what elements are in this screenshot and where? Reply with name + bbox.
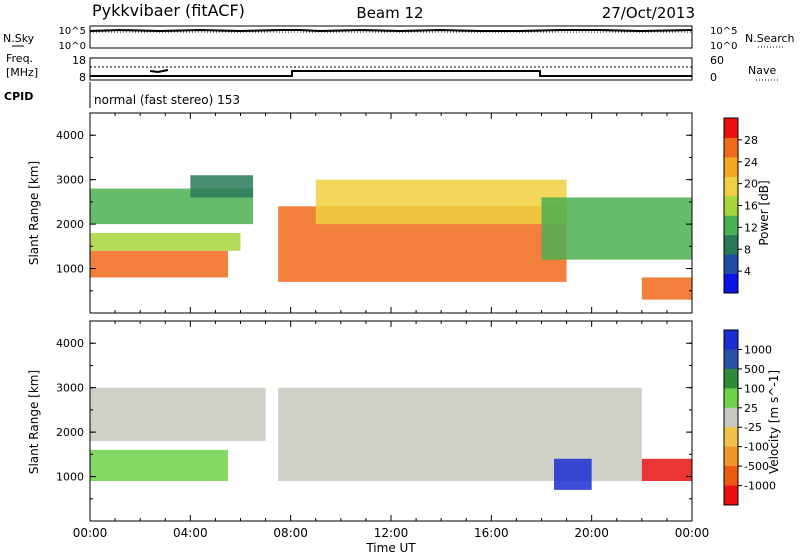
velocity-echo-region-1	[90, 387, 266, 441]
velocity-colorbar-label: Velocity [m s^-1]	[767, 370, 781, 474]
freq-label-line1: Freq.	[6, 52, 33, 65]
power-colorbar-label: Power [dB]	[757, 180, 771, 245]
power-echo-region-0	[90, 250, 228, 278]
power-colorbar-tick-label: 4	[744, 265, 751, 278]
power-y-tick-label: 3000	[56, 174, 84, 187]
nsky-tick-top: 10^5	[59, 26, 86, 37]
power-colorbar-tick-label: 24	[744, 156, 758, 169]
power-colorbar-cell	[724, 137, 738, 158]
time-axis: 00:00 04:00 08:00 12:00 16:00 20:00 00:00	[73, 526, 710, 540]
power-colorbar-cell	[724, 254, 738, 275]
nsearch-label: N.Search	[745, 32, 795, 45]
power-y-tick-label: 1000	[56, 263, 84, 276]
freq-tick-top: 18	[72, 54, 86, 67]
velocity-colorbar-tick-label: 100	[744, 382, 765, 395]
freq-panel: Freq. [MHz] 18 8 60 0 Nave	[6, 52, 778, 84]
date-title: 27/Oct/2013	[602, 4, 695, 22]
velocity-colorbar-cell	[724, 485, 738, 506]
power-colorbar-cell	[724, 156, 738, 177]
velocity-colorbar-cell	[724, 349, 738, 370]
power-colorbar-tick-label: 20	[744, 178, 758, 191]
beam-title: Beam 12	[356, 4, 423, 22]
power-panel: 1000 2000 3000 4000 Slant Range [km]	[27, 112, 693, 314]
nave-tick-bottom: 0	[710, 71, 717, 84]
velocity-echo-region-0	[90, 449, 228, 481]
velocity-colorbar-tick-label: -500	[744, 460, 769, 473]
time-tick-label: 12:00	[374, 526, 409, 540]
velocity-y-tick-label: 1000	[56, 471, 84, 484]
velocity-colorbar-tick-label: 500	[744, 363, 765, 376]
power-echo-region-3	[190, 175, 254, 198]
power-y-tick-label: 2000	[56, 218, 84, 231]
station-title: Pykkvibaer (fitACF)	[92, 1, 245, 20]
power-ylabel: Slant Range [km]	[27, 161, 41, 265]
nave-tick-top: 60	[710, 54, 724, 67]
power-colorbar-cell	[724, 118, 738, 138]
freq-label-line2: [MHz]	[6, 66, 38, 79]
power-echo-region-6	[541, 197, 692, 260]
velocity-y-tick-label: 4000	[56, 337, 84, 350]
nsky-line	[89, 28, 693, 33]
power-echo-region-1	[90, 233, 241, 251]
time-tick-label: 16:00	[474, 526, 509, 540]
nsky-panel: N.Sky 10^5 10^0 10^5 10^0 N.Search	[3, 25, 795, 52]
nave-label: Nave	[748, 64, 776, 77]
velocity-colorbar-tick-label: 25	[744, 402, 758, 415]
power-colorbar-cell	[724, 215, 738, 236]
velocity-colorbar-tick-label: 1000	[744, 343, 772, 356]
power-colorbar-cell	[724, 234, 738, 255]
cpid-label: CPID	[4, 90, 33, 103]
nsearch-tick-top: 10^5	[710, 26, 737, 37]
power-colorbar-tick-label: 12	[744, 221, 758, 234]
velocity-y-tick-label: 2000	[56, 426, 84, 439]
power-colorbar-cell	[724, 176, 738, 197]
velocity-panel: 1000 2000 3000 4000 Slant Range [km]	[27, 320, 693, 522]
time-tick-label: 00:00	[73, 526, 108, 540]
nave-line	[149, 69, 169, 74]
cpid-text: normal (fast stereo) 153	[94, 93, 240, 107]
velocity-echo-region-3	[554, 458, 592, 490]
velocity-colorbar-cell	[724, 330, 738, 350]
time-tick-label: 08:00	[273, 526, 308, 540]
velocity-colorbar-tick-label: -100	[744, 441, 769, 454]
colorbar-frame	[723, 329, 739, 506]
power-colorbar-tick-label: 8	[744, 243, 751, 256]
velocity-colorbar-tick-label: -25	[744, 421, 762, 434]
time-axis-label: Time UT	[365, 541, 416, 554]
velocity-colorbar-tick-label: -1000	[744, 480, 776, 493]
power-echo-region-5	[315, 179, 567, 225]
velocity-echo-region-4	[641, 458, 692, 481]
velocity-colorbar-cell	[724, 388, 738, 409]
velocity-colorbar-cell	[724, 427, 738, 448]
power-colorbar: 4 8 12 16 20 24 28 Power [dB]	[723, 117, 771, 294]
nsearch-tick-bottom: 10^0	[710, 41, 737, 52]
power-echo-region-7	[641, 277, 692, 300]
velocity-colorbar-cell	[724, 446, 738, 467]
time-tick-label: 00:00	[675, 526, 710, 540]
velocity-y-tick-label: 3000	[56, 382, 84, 395]
power-y-tick-label: 4000	[56, 129, 84, 142]
velocity-ylabel: Slant Range [km]	[27, 370, 41, 474]
time-tick-label: 20:00	[574, 526, 609, 540]
power-colorbar-tick-label: 16	[744, 200, 758, 213]
freq-line	[90, 70, 692, 77]
velocity-colorbar-cell	[724, 466, 738, 487]
velocity-colorbar-cell	[724, 407, 738, 428]
velocity-colorbar: 1000 500 100 25 -25 -100 -500 -1000 Velocity [m…	[723, 329, 781, 506]
time-tick-label: 04:00	[173, 526, 208, 540]
nsky-label: N.Sky	[3, 32, 35, 45]
velocity-colorbar-cell	[724, 368, 738, 389]
freq-tick-bottom: 8	[79, 71, 86, 84]
power-colorbar-tick-label: 28	[744, 134, 758, 147]
power-colorbar-cell	[724, 195, 738, 216]
power-colorbar-cell	[724, 273, 738, 294]
nsky-tick-bottom: 10^0	[59, 41, 86, 52]
